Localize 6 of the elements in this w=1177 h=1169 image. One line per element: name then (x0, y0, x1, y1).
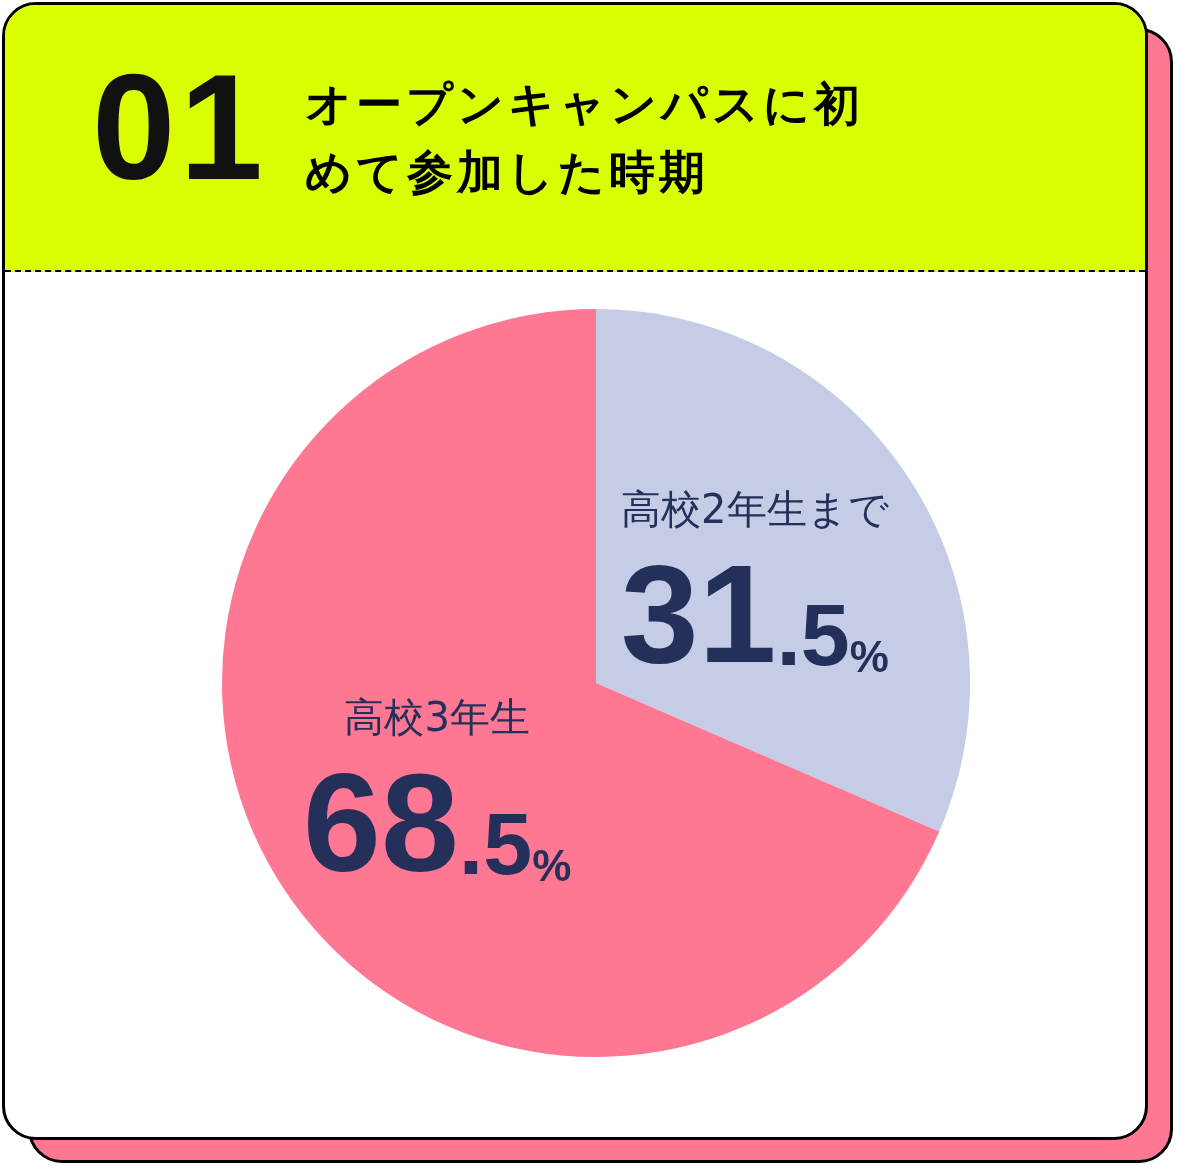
slice-label: 高校3年生 (344, 694, 530, 741)
text: 01 (92, 43, 267, 211)
data-label: 68.5% (303, 743, 572, 901)
chart-title: オープンキャンパスに初めて参加した時期 (305, 76, 865, 201)
slice-label: 高校2年生まで (621, 485, 889, 532)
data-label: 31.5% (620, 535, 889, 693)
